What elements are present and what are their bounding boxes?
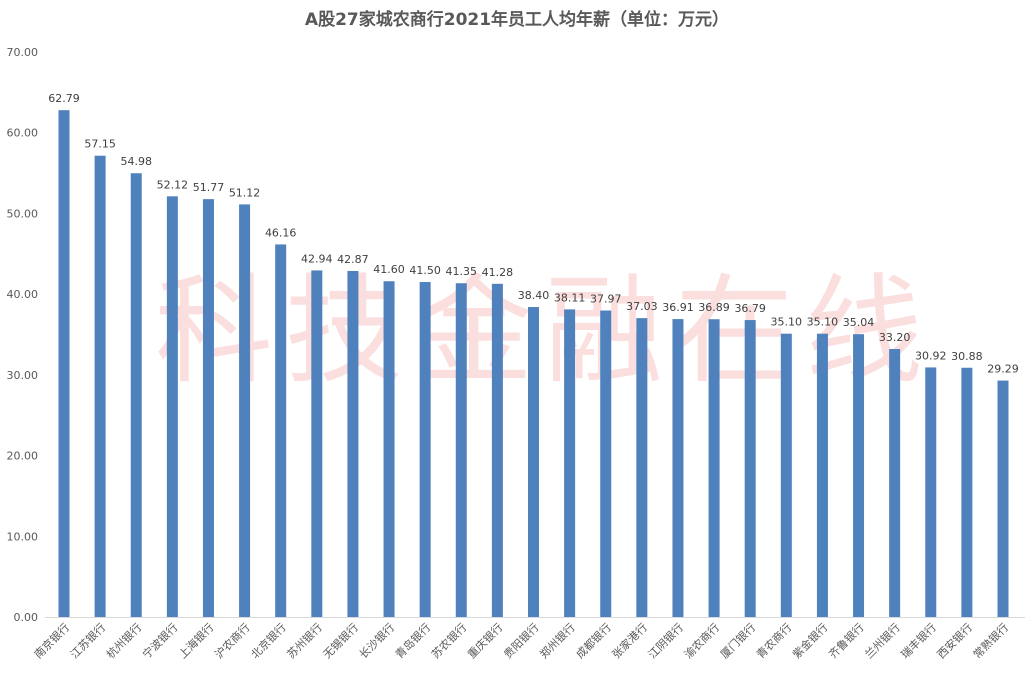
data-label: 37.03: [626, 300, 658, 313]
x-tick-label: 杭州银行: [103, 620, 144, 661]
bar: [925, 367, 937, 617]
x-tick-label: 常熟银行: [970, 620, 1011, 661]
x-tick-label: 渝农商行: [681, 620, 722, 661]
x-tick-label: 齐鲁银行: [826, 620, 867, 661]
x-tick-label: 宁波银行: [139, 620, 180, 661]
bar: [780, 333, 792, 617]
y-tick-label: 50.00: [7, 207, 39, 220]
bar: [419, 282, 431, 617]
bar: [166, 196, 178, 617]
x-tick-label: 北京银行: [248, 620, 289, 661]
bar: [202, 199, 214, 617]
data-label: 51.12: [229, 186, 261, 199]
x-tick-label: 西安银行: [934, 620, 975, 661]
bar: [816, 333, 828, 617]
data-label: 36.79: [734, 302, 766, 315]
bar: [961, 367, 973, 617]
data-labels: 62.79 57.15 54.98 52.12 51.77 51.12 46.16 42.94…: [48, 92, 1019, 375]
data-label: 41.50: [409, 264, 441, 277]
y-tick-label: 10.00: [7, 530, 39, 543]
y-tick-label: 40.00: [7, 288, 39, 301]
bar: [94, 155, 106, 618]
x-tick-label: 沪农商行: [212, 620, 253, 661]
bar: [672, 319, 684, 617]
x-tick-label: 上海银行: [176, 620, 217, 661]
chart-title: A股27家城农商行2021年员工人均年薪（单位：万元）: [305, 9, 729, 30]
x-tick-label: 紫金银行: [790, 620, 831, 661]
data-label: 57.15: [84, 138, 116, 151]
data-label: 30.88: [951, 350, 983, 363]
bar: [383, 281, 395, 617]
x-tick-label: 苏农银行: [428, 620, 469, 661]
x-tick-label: 青农商行: [753, 620, 794, 661]
bar: [636, 318, 648, 617]
bar: [889, 349, 901, 617]
x-tick-label: 成都银行: [573, 620, 614, 661]
data-label: 42.87: [337, 253, 369, 266]
x-tick-label: 江苏银行: [67, 620, 108, 661]
x-tick-label: 瑞丰银行: [898, 620, 939, 661]
y-tick-label: 70.00: [7, 46, 39, 59]
bar: [491, 283, 503, 617]
bars: [58, 110, 1009, 618]
data-label: 35.10: [807, 316, 839, 329]
data-label: 46.16: [265, 226, 297, 239]
data-label: 52.12: [157, 178, 189, 191]
y-tick-label: 60.00: [7, 127, 39, 140]
data-label: 29.29: [987, 363, 1019, 376]
bar: [708, 319, 720, 617]
bar: [311, 270, 323, 617]
bar: [130, 173, 142, 618]
data-label: 41.60: [373, 263, 405, 276]
x-tick-label: 长沙银行: [356, 620, 397, 661]
y-tick-label: 30.00: [7, 369, 39, 382]
data-label: 42.94: [301, 252, 333, 265]
data-label: 35.10: [771, 316, 803, 329]
x-tick-label: 张家港行: [609, 620, 650, 661]
data-label: 30.92: [915, 349, 947, 362]
bar: [347, 270, 359, 617]
data-label: 41.35: [446, 265, 478, 278]
x-tick-label: 贵阳银行: [501, 620, 542, 661]
data-label: 37.97: [590, 293, 622, 306]
bar: [997, 380, 1009, 617]
x-tick-label: 重庆银行: [464, 620, 505, 661]
x-tick-label: 厦门银行: [717, 620, 758, 661]
bar: [275, 244, 287, 617]
data-label: 62.79: [48, 92, 80, 105]
x-tick-label: 苏州银行: [284, 620, 325, 661]
bar: [600, 310, 612, 617]
data-label: 36.91: [662, 301, 694, 314]
data-label: 36.89: [698, 301, 730, 314]
bar: [853, 334, 865, 617]
bar: [564, 309, 576, 617]
bar: [455, 283, 467, 617]
x-tick-label: 南京银行: [31, 620, 72, 661]
x-axis: 南京银行江苏银行杭州银行宁波银行上海银行沪农商行北京银行苏州银行无锡银行长沙银行…: [31, 620, 1011, 661]
y-axis: 0.00 10.00 20.00 30.00 40.00 50.00 60.00 70.00: [7, 46, 39, 624]
bar: [58, 110, 70, 617]
data-label: 33.20: [879, 331, 911, 344]
bar: [528, 307, 539, 617]
data-label: 38.11: [554, 291, 586, 304]
x-tick-label: 青岛银行: [392, 620, 433, 661]
bar: [239, 204, 251, 618]
x-tick-label: 郑州银行: [537, 620, 578, 661]
x-tick-label: 江阴银行: [645, 620, 686, 661]
data-label: 51.77: [193, 181, 225, 194]
data-label: 54.98: [120, 155, 152, 168]
x-tick-label: 兰州银行: [862, 620, 903, 661]
data-label: 41.28: [482, 266, 514, 279]
y-tick-label: 0.00: [14, 611, 39, 624]
bar: [744, 320, 756, 617]
data-label: 35.04: [843, 316, 875, 329]
data-label: 38.40: [518, 289, 550, 302]
x-tick-label: 无锡银行: [320, 620, 361, 661]
y-tick-label: 20.00: [7, 450, 39, 463]
